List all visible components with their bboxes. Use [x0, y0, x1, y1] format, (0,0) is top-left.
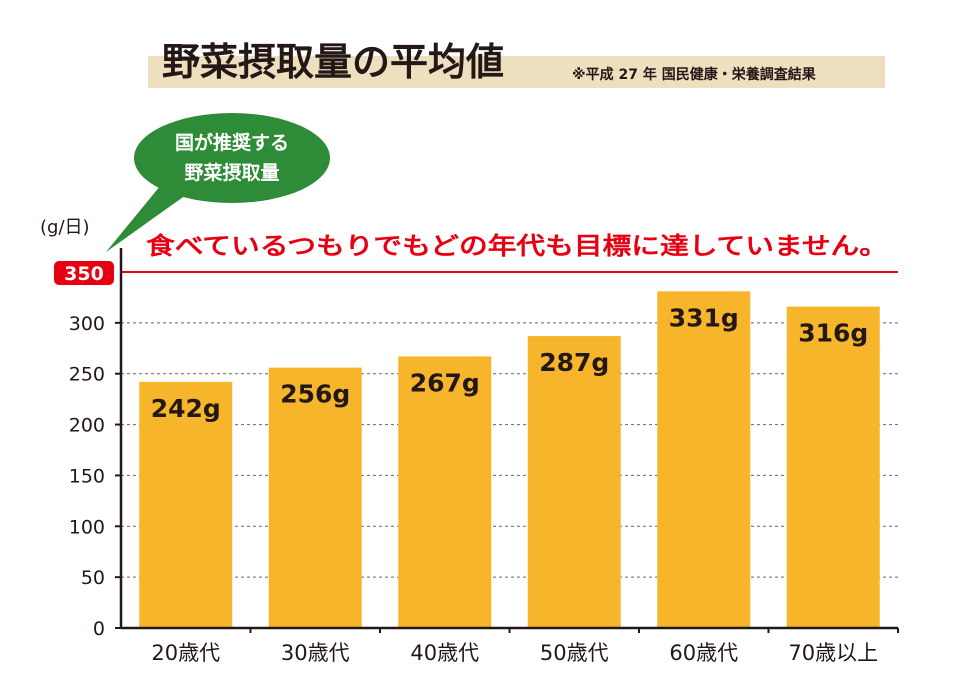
bar-value-label: 316g — [798, 319, 868, 348]
x-tick-label: 70歳以上 — [788, 641, 878, 665]
y-tick-label: 150 — [69, 465, 105, 487]
annotation-text: 食べているつもりでもどの年代も目標に達していません。 — [146, 232, 888, 260]
y-tick-label: 250 — [69, 364, 105, 386]
bar-value-label: 287g — [539, 348, 609, 377]
recommended-bubble: 国が推奨する 野菜摂取量 — [106, 113, 330, 252]
bar-value-label: 256g — [280, 380, 350, 409]
bar — [398, 356, 492, 628]
y-tick-label: 100 — [69, 516, 105, 538]
bar-value-label: 242g — [151, 394, 221, 423]
chart-title: 野菜摂取量の平均値 — [162, 40, 504, 84]
x-tick-label: 40歳代 — [410, 641, 479, 665]
y-tick-label: 300 — [69, 313, 105, 335]
target-badge — [54, 261, 114, 285]
bar — [657, 291, 751, 628]
y-tick-label: 50 — [81, 567, 105, 589]
target-badge-label: 350 — [64, 263, 104, 285]
title-band — [148, 56, 885, 88]
x-tick-label: 60歳代 — [669, 641, 738, 665]
y-axis-label: (g/日) — [40, 217, 90, 238]
y-tick-label: 200 — [69, 415, 105, 437]
bubble-line-1: 国が推奨する — [175, 131, 289, 154]
source-note: ※平成 27 年 国民健康・栄養調査結果 — [572, 66, 817, 83]
bar — [527, 336, 621, 628]
bar-value-label: 267g — [410, 368, 480, 397]
y-tick-label: 0 — [93, 618, 105, 640]
bar — [268, 367, 362, 628]
bar — [139, 381, 233, 628]
bar-value-label: 331g — [669, 303, 739, 332]
x-tick-label: 30歳代 — [281, 641, 350, 665]
x-tick-label: 20歳代 — [151, 641, 220, 665]
bubble-line-2: 野菜摂取量 — [184, 161, 279, 184]
bar — [786, 306, 880, 628]
x-tick-label: 50歳代 — [540, 641, 609, 665]
